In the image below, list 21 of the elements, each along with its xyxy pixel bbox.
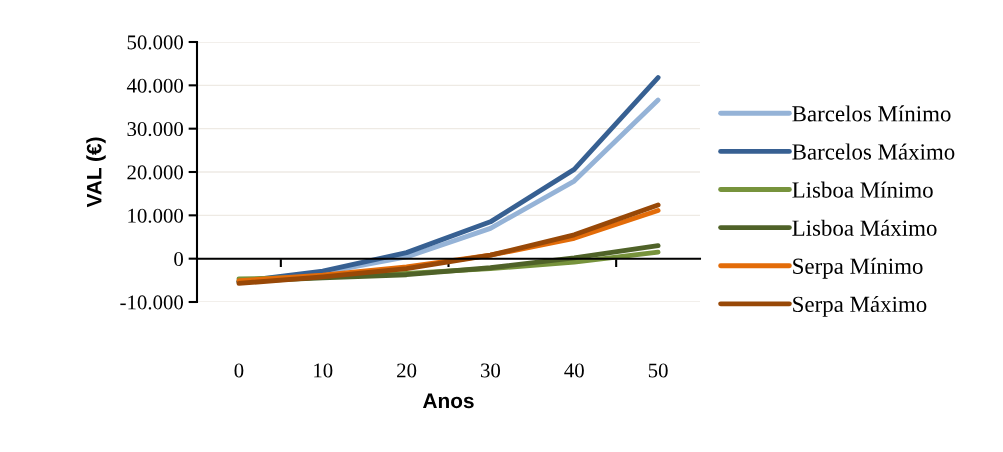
- y-tick-label: -10.000: [120, 295, 184, 310]
- x-tick-label: 30: [481, 363, 501, 378]
- x-tick-label: 0: [234, 363, 244, 378]
- y-tick-label: 40.000: [126, 78, 184, 93]
- legend-label: Barcelos Mínimo: [792, 105, 951, 122]
- legend-label: Lisboa Máximo: [792, 219, 937, 236]
- x-tick-label: 40: [564, 363, 584, 378]
- y-tick-label: 0: [174, 252, 184, 267]
- x-tick-label: 50: [648, 363, 668, 378]
- x-tick-label: 10: [314, 363, 333, 378]
- legend-label: Barcelos Máximo: [792, 143, 955, 160]
- legend-label: Serpa Máximo: [793, 295, 927, 317]
- legend-label: Lisboa Mínimo: [792, 181, 933, 198]
- y-tick-label: 30.000: [127, 122, 184, 137]
- y-tick-label: 10.000: [128, 208, 184, 223]
- x-axis-title: Anos: [422, 393, 474, 409]
- legend-label: Serpa Mínimo: [793, 257, 923, 279]
- x-tick-label: 20: [397, 363, 417, 378]
- y-axis-title: VAL (€): [86, 137, 106, 208]
- y-tick-label: 20.000: [127, 165, 184, 180]
- y-tick-label: 50.000: [127, 35, 184, 50]
